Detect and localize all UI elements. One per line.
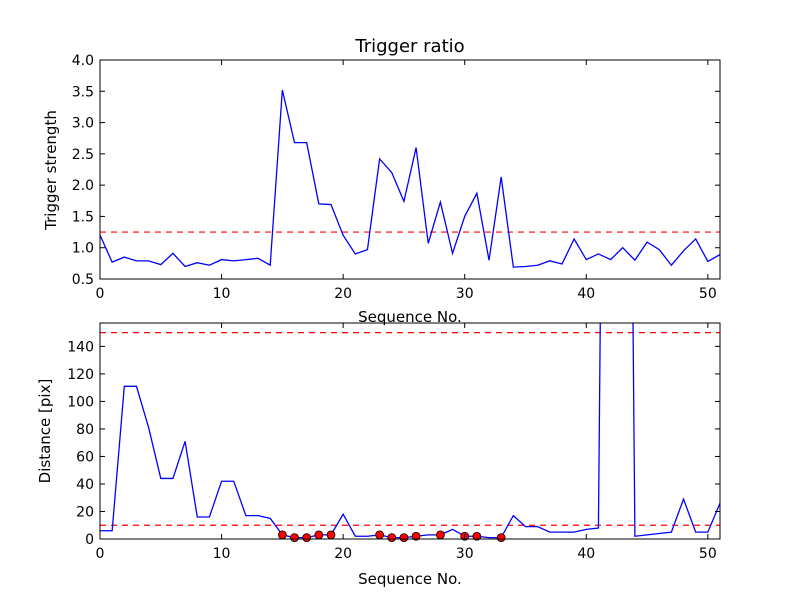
data-point bbox=[435, 530, 445, 540]
data-point bbox=[411, 531, 421, 541]
data-point bbox=[290, 533, 299, 543]
y-tick-label: 0.5 bbox=[72, 272, 94, 288]
x-tick-label: 50 bbox=[699, 546, 717, 562]
y-tick-label: 0 bbox=[85, 532, 94, 548]
data-point bbox=[399, 533, 409, 543]
y-tick-label: 1.0 bbox=[72, 241, 94, 257]
x-tick-label: 0 bbox=[96, 546, 105, 562]
x-tick-label: 0 bbox=[96, 286, 105, 302]
data-point bbox=[496, 533, 506, 543]
trigger-ratio-plot: Trigger ratio 0 10 20 30 40 50 0.5 1.0 1.5 2.0 2.5… bbox=[42, 36, 721, 326]
series-line bbox=[100, 89, 720, 268]
x-tick-label: 30 bbox=[456, 286, 474, 302]
y-axis-label: Distance [pix] bbox=[36, 379, 54, 484]
y-tick-label: 20 bbox=[76, 504, 94, 520]
chart-title: Trigger ratio bbox=[354, 36, 464, 57]
x-tick-label: 40 bbox=[577, 286, 595, 302]
x-tick-label: 50 bbox=[699, 286, 717, 302]
y-tick-label: 2.5 bbox=[72, 147, 94, 163]
y-tick-label: 3.0 bbox=[72, 116, 94, 132]
y-tick-label: 4.0 bbox=[72, 53, 94, 69]
x-tick-label: 30 bbox=[456, 546, 474, 562]
y-tick-label: 2.0 bbox=[72, 178, 94, 194]
y-tick-label: 1.5 bbox=[72, 209, 94, 225]
x-axis-label: Sequence No. bbox=[358, 570, 462, 588]
x-tick-label: 40 bbox=[577, 546, 595, 562]
x-tick-label: 20 bbox=[334, 546, 352, 562]
y-tick-label: 120 bbox=[67, 367, 94, 383]
data-point bbox=[326, 530, 336, 540]
data-point bbox=[387, 533, 397, 543]
y-tick-label: 140 bbox=[67, 339, 94, 355]
plot-frame bbox=[99, 59, 721, 280]
data-point bbox=[375, 530, 385, 540]
data-point bbox=[314, 530, 324, 540]
y-tick-label: 100 bbox=[67, 394, 94, 410]
y-tick-label: 3.5 bbox=[72, 84, 94, 100]
x-tick-label: 20 bbox=[334, 286, 352, 302]
distance-plot: 0 10 20 30 40 50 0 20 40 60 80 100 120 140 Sequence N… bbox=[36, 322, 721, 588]
plot-frame bbox=[99, 322, 721, 540]
x-tick-label: 10 bbox=[213, 546, 231, 562]
data-point bbox=[302, 533, 312, 543]
y-tick-label: 60 bbox=[76, 449, 94, 465]
data-point bbox=[277, 530, 287, 540]
data-point bbox=[472, 531, 482, 541]
y-axis-label: Trigger strength bbox=[42, 110, 60, 231]
y-tick-label: 80 bbox=[76, 422, 94, 438]
y-tick-label: 40 bbox=[76, 477, 94, 493]
series-line bbox=[100, 323, 720, 539]
x-tick-label: 10 bbox=[213, 286, 231, 302]
x-axis-label: Sequence No. bbox=[358, 308, 462, 326]
